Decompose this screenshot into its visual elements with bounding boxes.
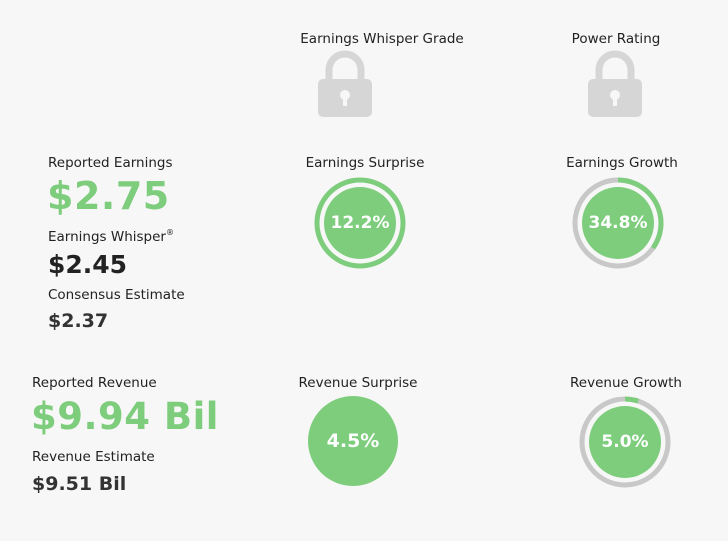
earnings-surprise-value: 12.2% — [330, 213, 390, 233]
reported-revenue-value: $9.94 Bil — [31, 395, 219, 438]
reported-earnings-label: Reported Earnings — [48, 155, 173, 171]
power-rating-lock-icon — [587, 48, 643, 118]
reported-revenue-label: Reported Revenue — [32, 375, 157, 391]
whisper-grade-lock-icon — [317, 48, 373, 118]
revenue-estimate-value: $9.51 Bil — [32, 473, 127, 495]
earnings-growth-label: Earnings Growth — [566, 155, 678, 171]
earnings-surprise-label: Earnings Surprise — [305, 155, 425, 171]
revenue-estimate-label: Revenue Estimate — [32, 449, 155, 465]
revenue-growth-ring: 5.0% — [578, 395, 672, 489]
earnings-whisper-label: Earnings Whisper® — [48, 228, 174, 245]
revenue-growth-value: 5.0% — [601, 432, 649, 452]
revenue-surprise-label: Revenue Surprise — [298, 375, 418, 391]
earnings-whisper-value: $2.45 — [48, 250, 128, 279]
consensus-estimate-value: $2.37 — [48, 310, 109, 332]
earnings-growth-ring: 34.8% — [571, 176, 665, 270]
earnings-whisper-grade-label: Earnings Whisper Grade — [300, 31, 464, 47]
revenue-surprise-circle: 4.5% — [308, 396, 398, 486]
revenue-surprise-value: 4.5% — [326, 430, 380, 452]
earnings-surprise-ring: 12.2% — [313, 176, 407, 270]
consensus-estimate-label: Consensus Estimate — [48, 287, 185, 303]
reported-earnings-value: $2.75 — [47, 174, 170, 218]
power-rating-label: Power Rating — [571, 31, 661, 47]
revenue-growth-label: Revenue Growth — [570, 375, 682, 391]
earnings-growth-value: 34.8% — [588, 213, 648, 233]
